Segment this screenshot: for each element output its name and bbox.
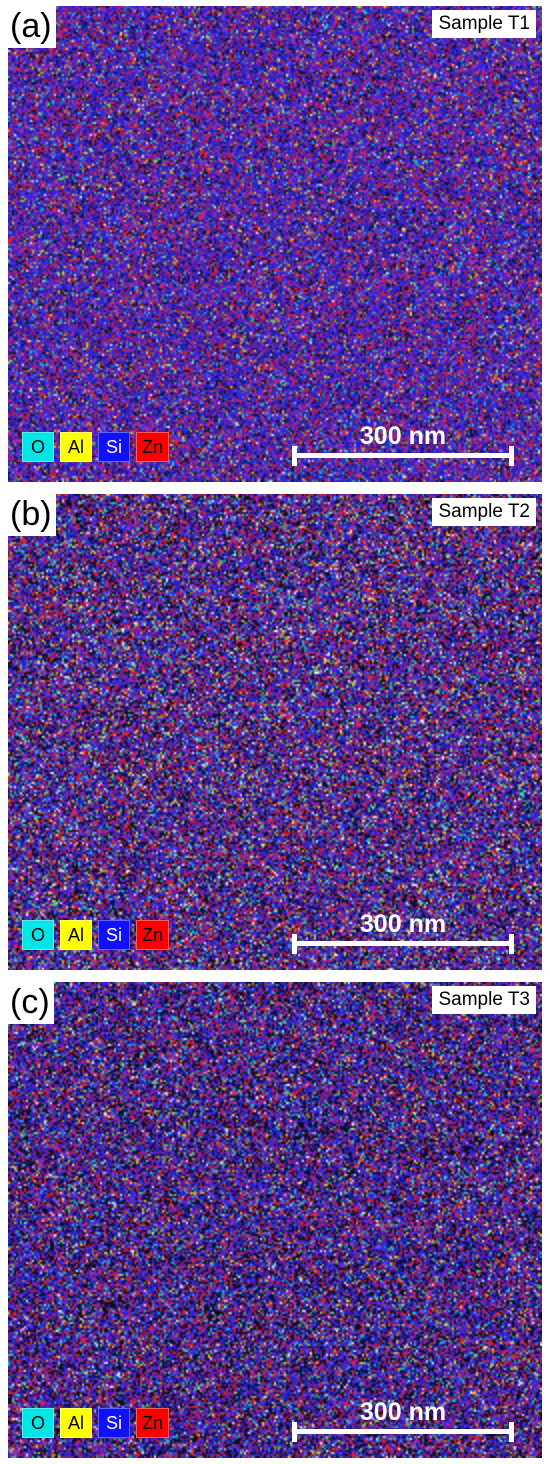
legend-item-o: O: [22, 920, 54, 950]
element-legend: O Al Si Zn: [22, 432, 170, 462]
eds-map-panel-b: (b) Sample T2 O Al Si Zn 300 nm: [8, 494, 542, 970]
legend-item-zn: Zn: [136, 432, 170, 462]
scale-bar-label: 300 nm: [359, 422, 447, 450]
scale-bar: 300 nm: [292, 422, 514, 466]
eds-map-panel-a: (a) Sample T1 O Al Si Zn 300 nm: [8, 6, 542, 482]
eds-map-panel-c: (c) Sample T3 O Al Si Zn 300 nm: [8, 982, 542, 1458]
panel-letter: (b): [8, 494, 56, 536]
element-legend: O Al Si Zn: [22, 1408, 170, 1438]
scale-bar-label: 300 nm: [359, 910, 447, 938]
legend-item-o: O: [22, 1408, 54, 1438]
scale-bar: 300 nm: [292, 1398, 514, 1442]
scale-bar-cap-left: [292, 1422, 297, 1442]
scale-bar-cap-right: [509, 1422, 514, 1442]
legend-item-zn: Zn: [136, 1408, 170, 1438]
scale-bar-line: [292, 1429, 514, 1434]
scale-bar-line: [292, 453, 514, 458]
legend-item-zn: Zn: [136, 920, 170, 950]
scale-bar-cap-right: [509, 934, 514, 954]
eds-map-image: [8, 982, 542, 1458]
legend-item-al: Al: [60, 920, 92, 950]
scale-bar: 300 nm: [292, 910, 514, 954]
scale-bar-line: [292, 941, 514, 946]
scale-bar-label: 300 nm: [359, 1398, 447, 1426]
legend-item-al: Al: [60, 1408, 92, 1438]
panel-letter: (c): [8, 982, 54, 1024]
panel-letter: (a): [8, 6, 56, 48]
legend-item-si: Si: [98, 432, 130, 462]
legend-item-o: O: [22, 432, 54, 462]
scale-bar-cap-right: [509, 446, 514, 466]
element-legend: O Al Si Zn: [22, 920, 170, 950]
eds-map-image: [8, 6, 542, 482]
sample-label: Sample T3: [432, 986, 536, 1014]
sample-label: Sample T1: [432, 10, 536, 38]
legend-item-si: Si: [98, 920, 130, 950]
scale-bar-cap-left: [292, 934, 297, 954]
legend-item-si: Si: [98, 1408, 130, 1438]
legend-item-al: Al: [60, 432, 92, 462]
scale-bar-cap-left: [292, 446, 297, 466]
eds-map-image: [8, 494, 542, 970]
sample-label: Sample T2: [432, 498, 536, 526]
